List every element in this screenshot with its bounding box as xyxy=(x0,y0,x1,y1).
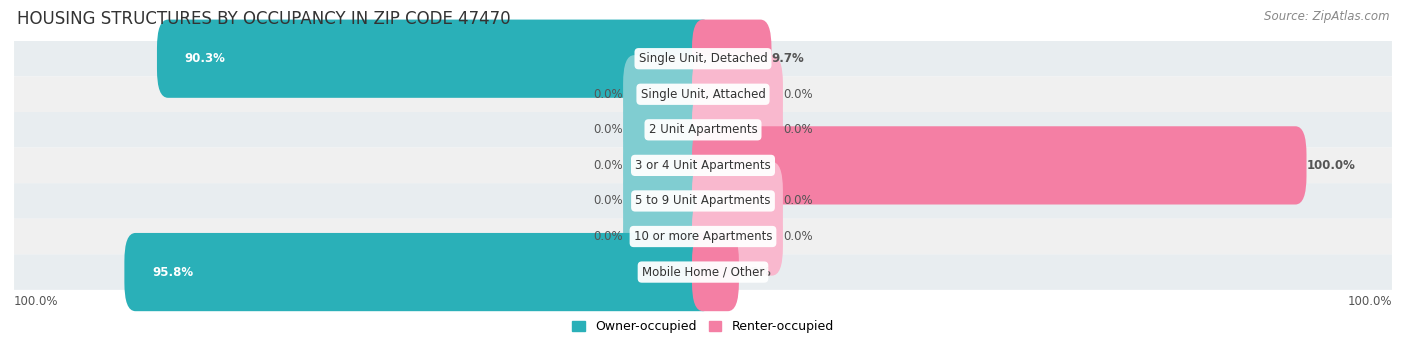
FancyBboxPatch shape xyxy=(692,55,783,133)
Text: HOUSING STRUCTURES BY OCCUPANCY IN ZIP CODE 47470: HOUSING STRUCTURES BY OCCUPANCY IN ZIP C… xyxy=(17,10,510,28)
FancyBboxPatch shape xyxy=(623,162,714,240)
FancyBboxPatch shape xyxy=(14,254,1392,290)
Text: 100.0%: 100.0% xyxy=(1347,295,1392,308)
Text: 0.0%: 0.0% xyxy=(593,194,623,207)
FancyBboxPatch shape xyxy=(623,126,714,205)
FancyBboxPatch shape xyxy=(623,197,714,276)
FancyBboxPatch shape xyxy=(14,112,1392,148)
Text: 0.0%: 0.0% xyxy=(593,88,623,101)
Text: Mobile Home / Other: Mobile Home / Other xyxy=(641,266,765,279)
Text: 4.2%: 4.2% xyxy=(740,266,772,279)
Text: 9.7%: 9.7% xyxy=(772,52,804,65)
FancyBboxPatch shape xyxy=(157,19,714,98)
Text: 90.3%: 90.3% xyxy=(184,52,225,65)
Text: Single Unit, Detached: Single Unit, Detached xyxy=(638,52,768,65)
Text: 5 to 9 Unit Apartments: 5 to 9 Unit Apartments xyxy=(636,194,770,207)
FancyBboxPatch shape xyxy=(124,233,714,311)
FancyBboxPatch shape xyxy=(14,41,1392,76)
Text: 0.0%: 0.0% xyxy=(593,159,623,172)
Text: 0.0%: 0.0% xyxy=(783,194,813,207)
Text: Source: ZipAtlas.com: Source: ZipAtlas.com xyxy=(1264,10,1389,23)
Text: 0.0%: 0.0% xyxy=(593,230,623,243)
FancyBboxPatch shape xyxy=(692,91,783,169)
Text: 0.0%: 0.0% xyxy=(783,88,813,101)
FancyBboxPatch shape xyxy=(692,126,1306,205)
FancyBboxPatch shape xyxy=(692,233,740,311)
FancyBboxPatch shape xyxy=(692,19,772,98)
Text: Single Unit, Attached: Single Unit, Attached xyxy=(641,88,765,101)
FancyBboxPatch shape xyxy=(692,162,783,240)
Text: 0.0%: 0.0% xyxy=(593,123,623,136)
FancyBboxPatch shape xyxy=(692,197,783,276)
Text: 0.0%: 0.0% xyxy=(783,123,813,136)
Legend: Owner-occupied, Renter-occupied: Owner-occupied, Renter-occupied xyxy=(568,315,838,338)
Text: 10 or more Apartments: 10 or more Apartments xyxy=(634,230,772,243)
FancyBboxPatch shape xyxy=(623,55,714,133)
FancyBboxPatch shape xyxy=(623,91,714,169)
Text: 2 Unit Apartments: 2 Unit Apartments xyxy=(648,123,758,136)
FancyBboxPatch shape xyxy=(14,183,1392,219)
Text: 3 or 4 Unit Apartments: 3 or 4 Unit Apartments xyxy=(636,159,770,172)
Text: 100.0%: 100.0% xyxy=(14,295,59,308)
FancyBboxPatch shape xyxy=(14,219,1392,254)
Text: 95.8%: 95.8% xyxy=(152,266,193,279)
FancyBboxPatch shape xyxy=(14,76,1392,112)
FancyBboxPatch shape xyxy=(14,148,1392,183)
Text: 0.0%: 0.0% xyxy=(783,230,813,243)
Text: 100.0%: 100.0% xyxy=(1306,159,1355,172)
